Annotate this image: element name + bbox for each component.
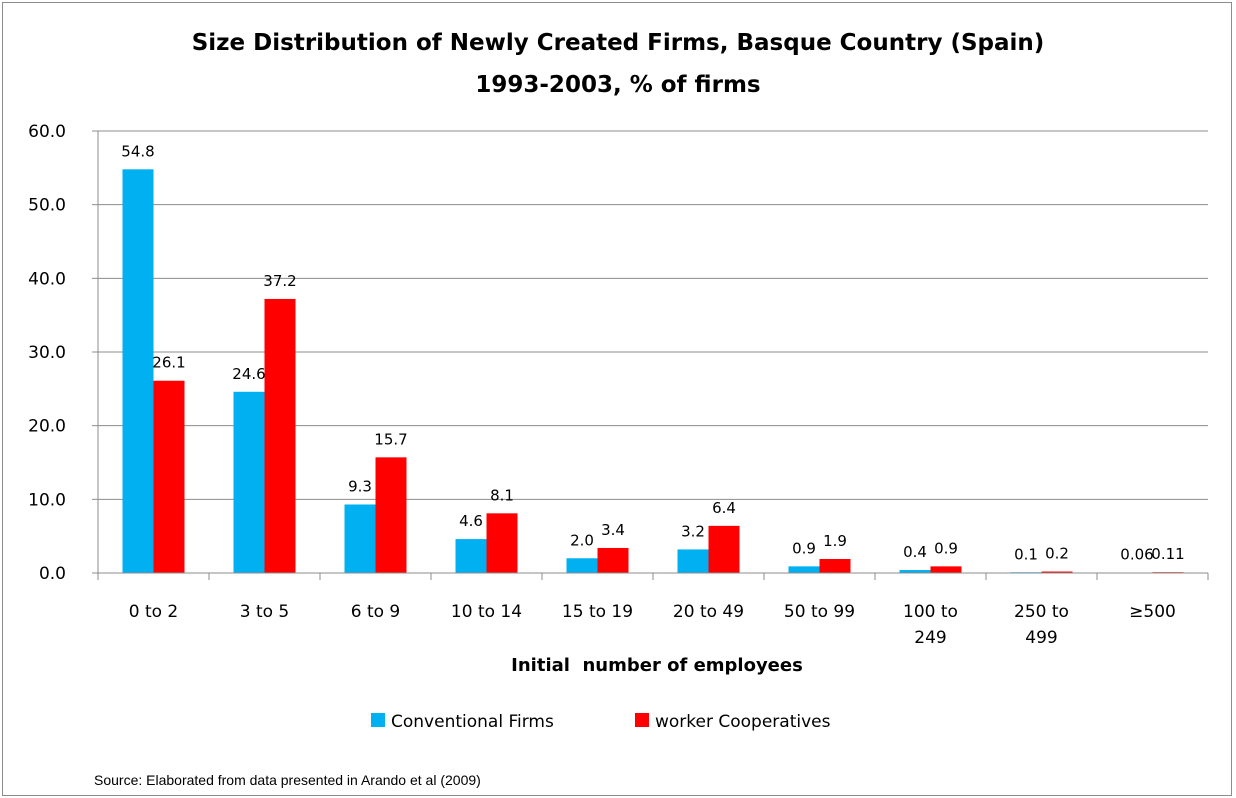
bar (486, 513, 518, 573)
x-tick-label: 100 to 249 (903, 602, 958, 648)
x-tick-label: 10 to 14 (451, 602, 522, 622)
data-label: 0.1 (1014, 545, 1038, 563)
bar (344, 504, 376, 573)
y-tick-label: 50.0 (28, 196, 66, 216)
chart-title: Size Distribution of Newly Created Firms… (192, 30, 1045, 56)
legend: Conventional Firms worker Cooperatives (371, 712, 831, 732)
source-note: Source: Elaborated from data presented i… (94, 772, 481, 788)
bar (930, 566, 962, 573)
bars (122, 169, 1184, 573)
legend-swatch (635, 713, 649, 727)
x-tick-label: 6 to 9 (351, 602, 401, 622)
data-label: 37.2 (263, 272, 296, 290)
x-tick-label: ≥500 (1129, 602, 1176, 622)
y-tick-label: 60.0 (28, 122, 66, 142)
bar (819, 559, 851, 573)
y-tick-label: 10.0 (28, 490, 66, 510)
data-label: 26.1 (152, 354, 185, 372)
data-label: 9.3 (348, 477, 372, 495)
y-tick-label: 0.0 (39, 564, 66, 584)
data-label: 0.4 (903, 543, 927, 561)
data-label: 1.9 (823, 532, 847, 550)
x-tick-label: 250 to 499 (1014, 602, 1069, 648)
data-label: 2.0 (570, 531, 594, 549)
bar (122, 169, 154, 573)
axes (97, 131, 1208, 574)
data-label: 4.6 (459, 512, 483, 530)
bar (708, 525, 740, 573)
y-tick-label: 20.0 (28, 417, 66, 437)
bar (264, 298, 296, 573)
legend-label: worker Cooperatives (655, 712, 831, 732)
x-axis-title: Initial number of employees (511, 655, 803, 676)
y-axis-ticks: 0.0 10.0 20.0 30.0 40.0 50.0 60.0 (28, 122, 98, 584)
data-label: 6.4 (712, 499, 736, 517)
data-label: 0.9 (792, 539, 816, 557)
bar (455, 539, 487, 573)
y-tick-label: 30.0 (28, 343, 66, 363)
data-label: 0.2 (1045, 545, 1069, 563)
bar (233, 391, 265, 573)
bar (677, 549, 709, 573)
data-label: 0.11 (1151, 545, 1184, 563)
data-label: 0.06 (1120, 546, 1153, 564)
bar (597, 547, 629, 573)
legend-label: Conventional Firms (391, 712, 554, 732)
bar (375, 457, 407, 573)
y-tick-label: 40.0 (28, 269, 66, 289)
x-tick-label: 15 to 19 (562, 602, 633, 622)
x-tick-label: 3 to 5 (240, 602, 290, 622)
bar (566, 558, 598, 573)
x-tick-label: 0 to 2 (129, 602, 179, 622)
data-label: 8.1 (490, 486, 514, 504)
data-label: 3.2 (681, 522, 705, 540)
x-tick-label: 50 to 99 (784, 602, 855, 622)
bar (899, 570, 931, 573)
data-labels: 54.8 24.6 9.3 4.6 2.0 3.2 0.9 0.4 0.1 0.06 26.1 37.… (121, 142, 1184, 563)
chart-subtitle: 1993-2003, % of firms (475, 72, 760, 98)
data-label: 3.4 (601, 521, 625, 539)
x-tick-label: 20 to 49 (673, 602, 744, 622)
bar (788, 566, 820, 573)
bar (153, 380, 185, 573)
bar (1041, 571, 1073, 573)
data-label: 15.7 (374, 430, 407, 448)
data-label: 54.8 (121, 142, 154, 160)
data-label: 0.9 (934, 539, 958, 557)
x-axis-ticks: 0 to 2 3 to 5 6 to 9 10 to 14 15 to 19 20 to … (97, 573, 1209, 648)
data-label: 24.6 (232, 365, 265, 383)
legend-swatch (371, 713, 385, 727)
